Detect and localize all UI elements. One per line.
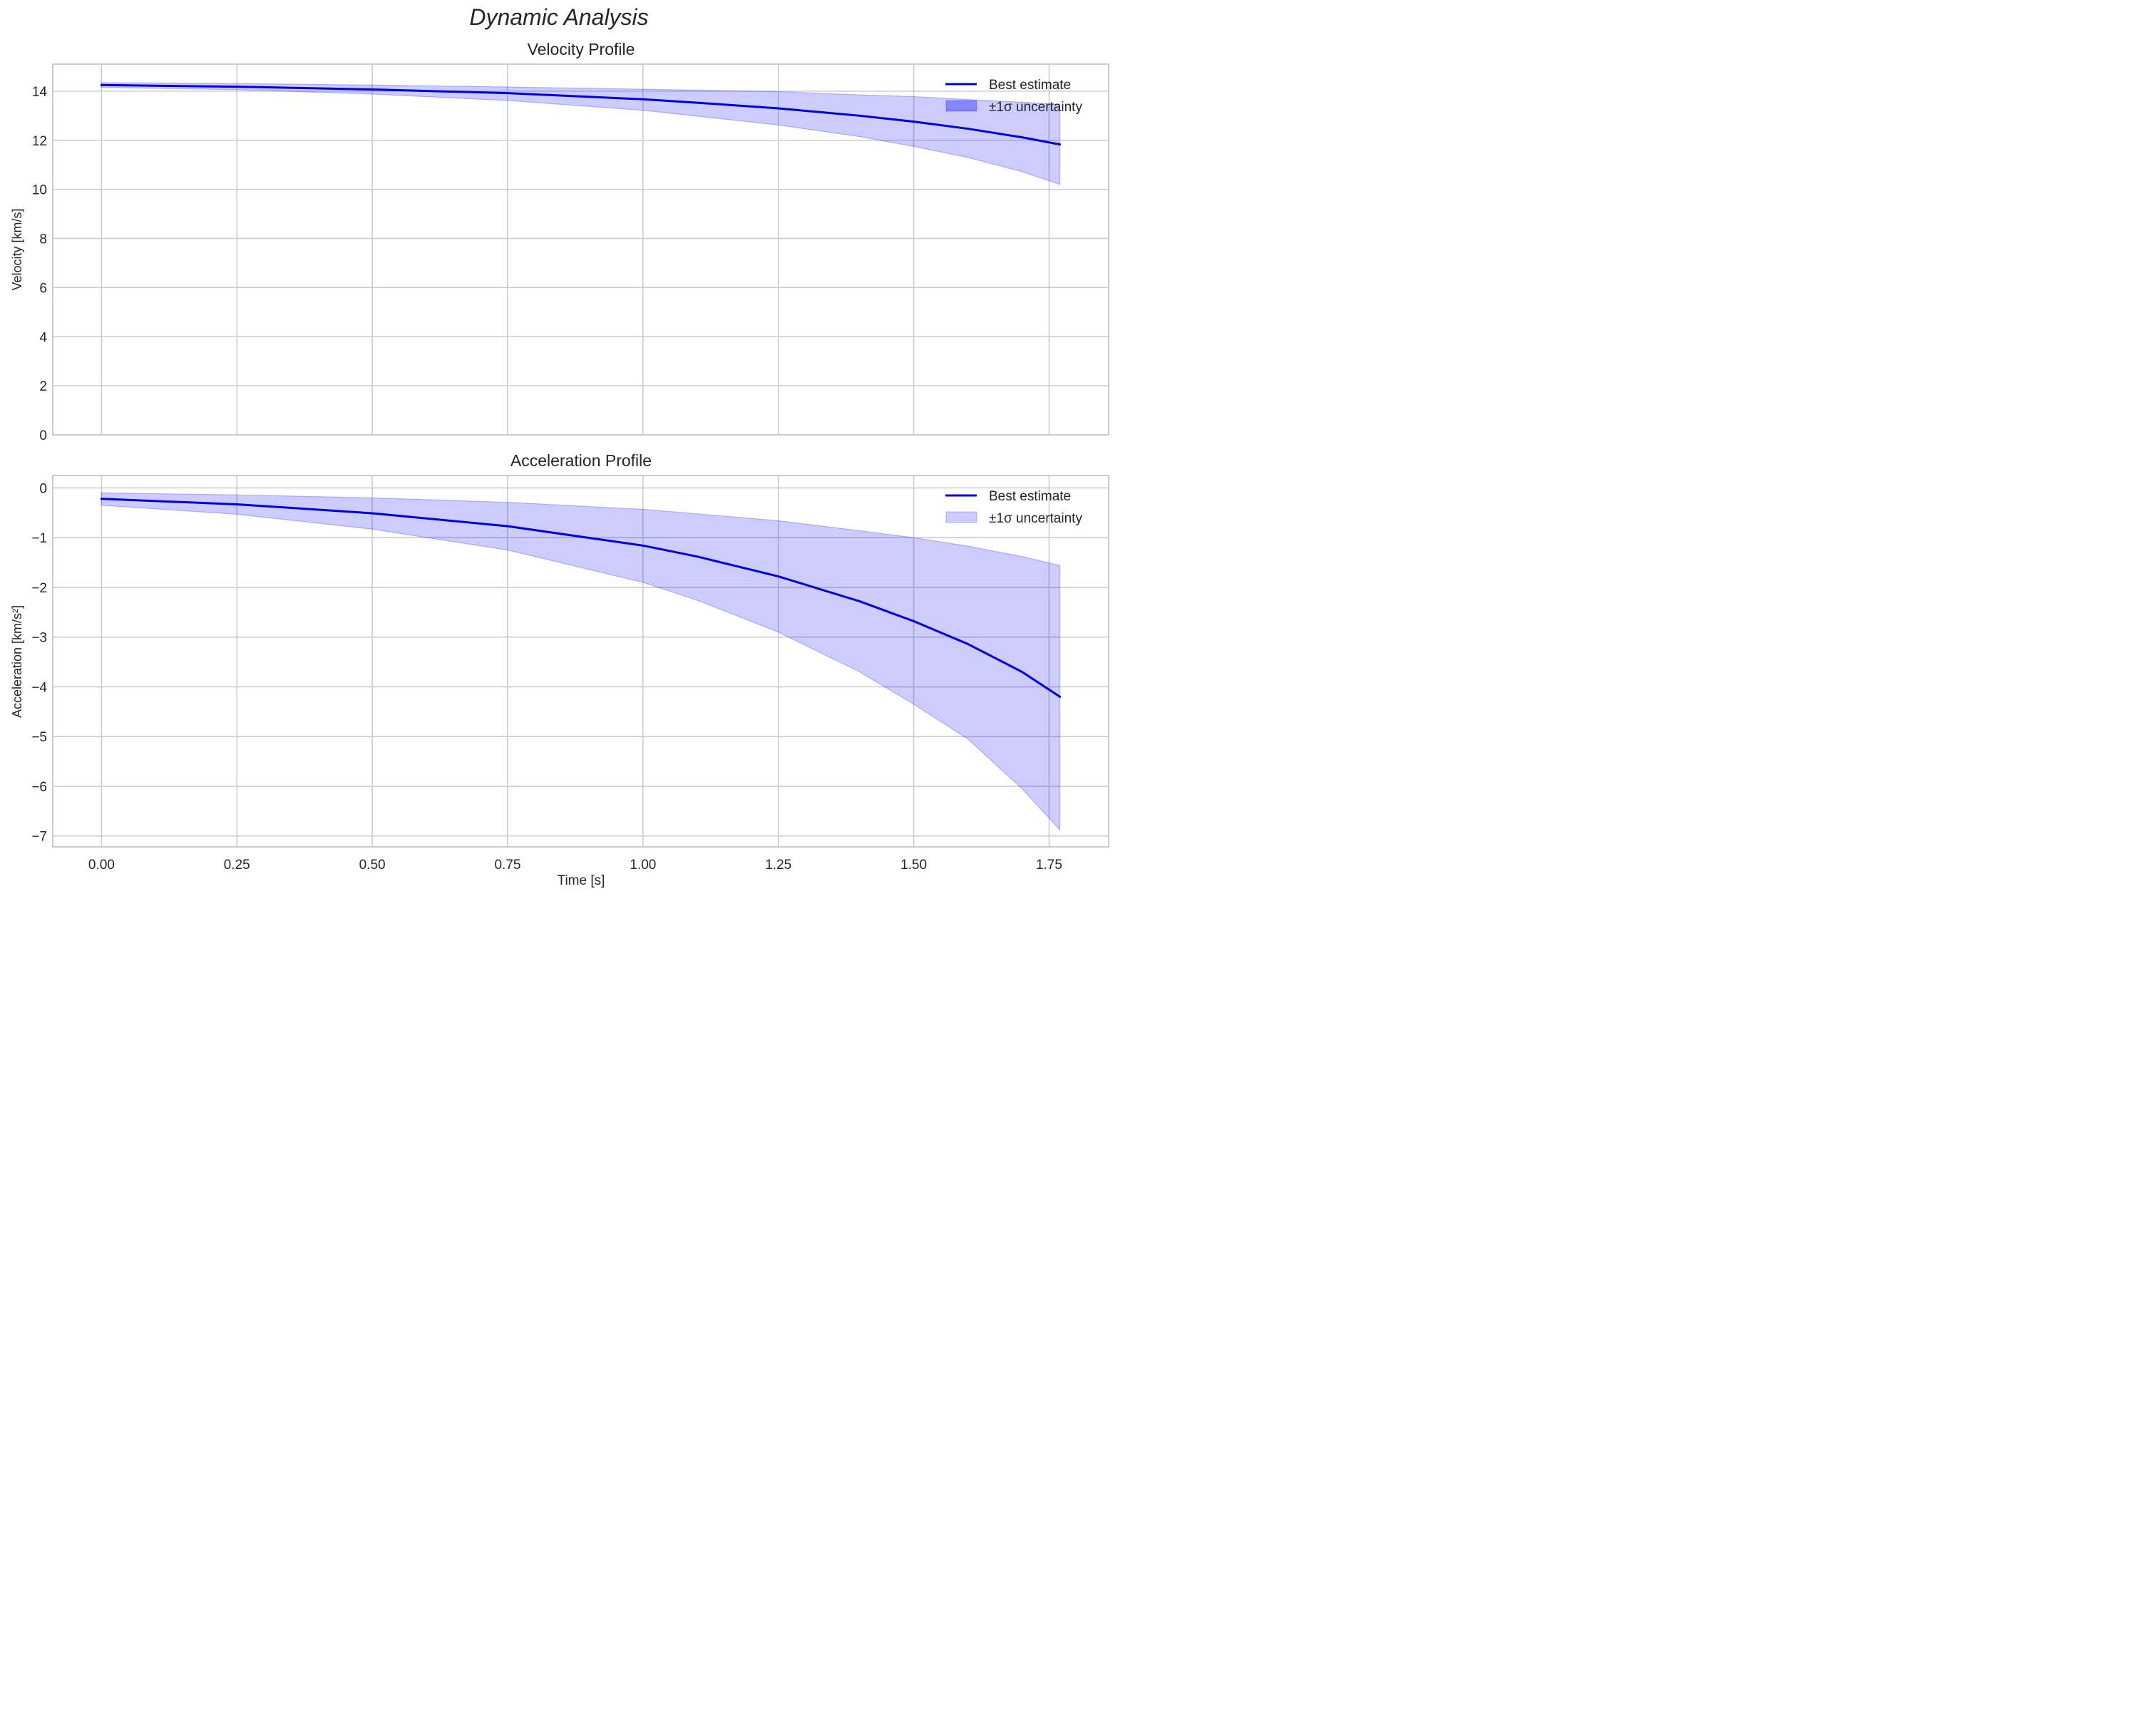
velocity-axes-frame xyxy=(52,63,1109,436)
acceleration-axes-frame xyxy=(52,475,1109,848)
y-tick-label: −1 xyxy=(31,531,47,546)
legend-band-swatch xyxy=(945,100,977,112)
y-tick-label: 4 xyxy=(39,330,47,345)
y-tick-label: −4 xyxy=(31,680,47,695)
y-tick-label: 10 xyxy=(32,183,47,198)
x-tick-label: 1.00 xyxy=(630,858,656,873)
velocity-panel: Velocity Profile 0 2 4 6 8 10 12 14 Velocity [k… xyxy=(10,40,1109,443)
y-tick-label: 0 xyxy=(39,428,47,443)
legend-label-uncertainty: ±1σ uncertainty xyxy=(989,100,1082,115)
velocity-panel-title: Velocity Profile xyxy=(528,40,635,58)
acceleration-panel: Acceleration Profile 0 −1 −2 −3 −4 −5 −6 −7 0.0… xyxy=(10,451,1109,888)
velocity-best-estimate-line xyxy=(100,83,1062,146)
x-tick-label: 1.50 xyxy=(900,858,927,873)
velocity-y-ticks: 0 2 4 6 8 10 12 14 xyxy=(32,85,48,443)
acceleration-legend: Best estimate ±1σ uncertainty xyxy=(945,489,1082,526)
y-tick-label: −3 xyxy=(31,631,47,646)
velocity-y-label: Velocity [km/s] xyxy=(10,208,24,290)
figure-title: Dynamic Analysis xyxy=(469,4,649,30)
x-tick-label: 0.25 xyxy=(224,858,250,873)
plots-canvas: Velocity Profile 0 2 4 6 8 10 12 14 Velocity [k… xyxy=(10,40,1109,888)
y-tick-label: 0 xyxy=(39,481,47,496)
y-tick-label: 8 xyxy=(39,232,47,247)
legend-label-best-estimate: Best estimate xyxy=(989,489,1071,504)
x-tick-label: 1.25 xyxy=(765,858,791,873)
acceleration-uncertainty-band xyxy=(101,492,1061,831)
velocity-uncertainty-band xyxy=(101,82,1061,185)
legend-label-best-estimate: Best estimate xyxy=(989,78,1071,93)
y-tick-label: 12 xyxy=(32,134,47,149)
y-tick-label: 2 xyxy=(39,379,47,394)
y-tick-label: −5 xyxy=(31,730,47,745)
y-tick-label: 14 xyxy=(32,85,48,100)
x-tick-label: 0.00 xyxy=(88,858,115,873)
acceleration-best-estimate-line xyxy=(100,498,1062,698)
x-tick-label: 0.50 xyxy=(359,858,386,873)
acceleration-y-ticks: 0 −1 −2 −3 −4 −5 −6 −7 xyxy=(31,481,47,844)
acceleration-x-ticks: 0.00 0.25 0.50 0.75 1.00 1.25 1.50 1.75 xyxy=(88,858,1062,873)
velocity-grid xyxy=(53,64,1109,436)
y-tick-label: −7 xyxy=(31,830,47,845)
x-tick-label: 0.75 xyxy=(494,858,520,873)
y-tick-label: 6 xyxy=(39,281,47,296)
x-axis-label: Time [s] xyxy=(558,873,605,888)
legend-band-swatch xyxy=(945,511,977,523)
legend-label-uncertainty: ±1σ uncertainty xyxy=(989,511,1082,526)
y-tick-label: −6 xyxy=(31,780,47,795)
x-tick-label: 1.75 xyxy=(1036,858,1062,873)
acceleration-panel-title: Acceleration Profile xyxy=(510,451,652,470)
figure: Dynamic Analysis Velocity Profile 0 2 4 6 8 1… xyxy=(0,0,1118,895)
acceleration-y-label: Acceleration [km/s²] xyxy=(10,605,24,718)
y-tick-label: −2 xyxy=(31,581,47,596)
velocity-legend: Best estimate ±1σ uncertainty xyxy=(945,78,1082,115)
